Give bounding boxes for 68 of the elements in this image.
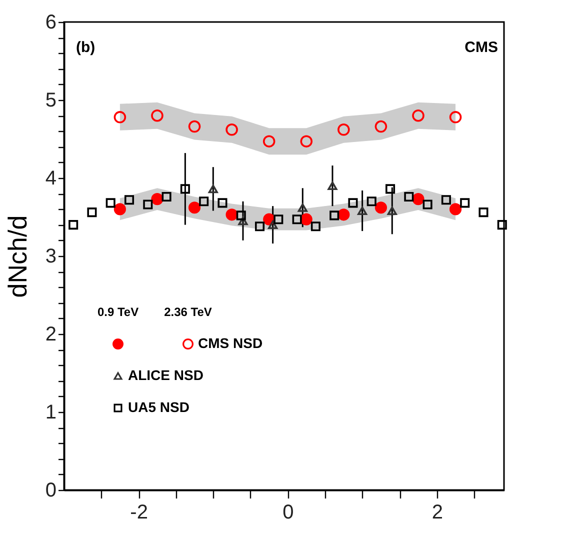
- point: [449, 111, 462, 124]
- point: [449, 203, 462, 216]
- y-tick-label: 1: [45, 402, 56, 424]
- point: [106, 198, 116, 208]
- point: [151, 193, 164, 206]
- y-tick-label: 3: [45, 246, 56, 268]
- point: [300, 135, 313, 148]
- point: [262, 135, 276, 148]
- point: [478, 208, 488, 218]
- y-tick-label: 6: [45, 12, 56, 34]
- point: [292, 214, 302, 224]
- point: [366, 196, 376, 206]
- point: [162, 192, 172, 202]
- point: [412, 109, 424, 122]
- point: [338, 208, 350, 221]
- point: [274, 214, 284, 224]
- annotation: (b): [76, 39, 96, 56]
- y-axis-title: dNch/d: [2, 215, 32, 298]
- y-tick-label: 4: [45, 168, 56, 190]
- point: [188, 120, 201, 133]
- point: [310, 222, 320, 232]
- y-tick-label: 0: [45, 480, 56, 502]
- point: [114, 203, 126, 216]
- point: [238, 216, 248, 226]
- annotation: 2.36 TeV: [164, 305, 212, 319]
- point: [348, 198, 358, 208]
- legend-label: UA5 NSD: [128, 399, 190, 415]
- point: [330, 210, 340, 220]
- point: [254, 222, 265, 232]
- point: [387, 206, 397, 216]
- point: [374, 120, 388, 133]
- point: [114, 111, 126, 124]
- point: [412, 193, 424, 206]
- point: [68, 220, 78, 230]
- point: [338, 124, 350, 136]
- y-tick-label: 5: [45, 90, 56, 112]
- point: [386, 184, 396, 194]
- point: [236, 210, 246, 220]
- point: [374, 202, 387, 214]
- point: [188, 202, 201, 214]
- legend-label: CMS NSD: [198, 335, 263, 351]
- point: [208, 184, 218, 194]
- annotation: CMS: [464, 39, 498, 56]
- point: [460, 198, 470, 208]
- x-tick-label: 2: [432, 502, 443, 524]
- point: [441, 195, 451, 205]
- point: [87, 208, 97, 218]
- point: [328, 182, 338, 190]
- annotation: 0.9 TeV: [97, 305, 139, 319]
- point: [226, 124, 238, 136]
- point: [298, 203, 308, 212]
- x-tick-label: -2: [130, 502, 148, 524]
- point: [199, 196, 209, 206]
- point: [180, 184, 190, 194]
- point: [497, 220, 507, 230]
- point: [218, 198, 228, 208]
- point: [422, 200, 432, 210]
- point: [358, 206, 368, 216]
- point: [151, 109, 164, 122]
- point: [226, 208, 238, 221]
- point: [300, 213, 312, 226]
- point: [143, 200, 153, 210]
- point: [404, 192, 414, 202]
- legend-label: ALICE NSD: [128, 367, 204, 383]
- point: [124, 195, 134, 205]
- x-tick-label: 0: [282, 502, 294, 524]
- point: [268, 220, 278, 230]
- y-tick-label: 2: [45, 324, 56, 346]
